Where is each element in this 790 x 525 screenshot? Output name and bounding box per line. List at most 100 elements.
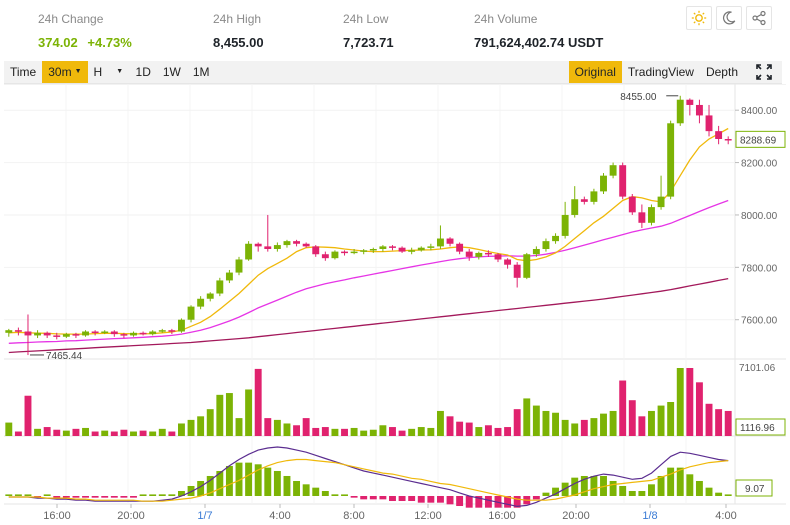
interval-30m-dropdown[interactable]: 30m ▼: [42, 61, 88, 83]
chart-toolbar: Time 30m ▼ H ▼ 1D 1W 1M Original TradingVi…: [4, 61, 782, 84]
macd-histogram-bar: [110, 496, 118, 498]
candle-body: [72, 334, 80, 336]
candle-body: [379, 246, 387, 249]
candle-body: [552, 235, 559, 242]
macd-current-label: 9.07: [745, 484, 765, 495]
volume-bar: [43, 427, 51, 436]
candle-body: [657, 196, 665, 208]
volume-bar: [724, 410, 732, 436]
volume-bar: [254, 368, 262, 436]
candle-body: [436, 238, 444, 247]
macd-histogram-bar: [436, 496, 444, 503]
macd-histogram-bar: [552, 487, 559, 496]
change-percent: +4.73%: [87, 35, 132, 50]
stat-value: 8,455.00: [213, 35, 264, 50]
volume-bar: [648, 410, 655, 436]
candlestick-chart[interactable]: 7600.00 7800.00 8000.00 8200.00 8400.00 16:0…: [4, 84, 786, 524]
interval-1m-button[interactable]: 1M: [192, 65, 210, 79]
stat-value: 791,624,402.74 USDT: [474, 35, 604, 50]
volume-bar: [273, 419, 281, 436]
macd-histogram-bar: [686, 474, 694, 496]
view-original-tab[interactable]: Original: [568, 61, 622, 83]
time-tick-label: 4:00: [715, 510, 736, 522]
current-price-label: 8288.69: [740, 135, 777, 146]
view-depth-tab[interactable]: Depth: [705, 65, 738, 79]
candle-body: [225, 272, 233, 281]
macd-histogram-bar: [427, 496, 435, 503]
volume-bar: [245, 389, 253, 436]
volume-bar: [619, 380, 627, 436]
volume-bar: [475, 427, 483, 436]
macd-histogram-bar: [590, 475, 598, 496]
price-tick-label: 7800.00: [741, 263, 778, 274]
macd-histogram-bar: [532, 496, 540, 500]
candle-body: [235, 259, 243, 273]
macd-histogram-bar: [53, 496, 61, 498]
sun-icon[interactable]: [686, 6, 712, 30]
macd-histogram-bar: [101, 496, 109, 498]
candle-body: [216, 280, 224, 294]
macd-histogram-bar: [43, 494, 51, 496]
volume-bar: [312, 427, 320, 436]
view-tradingview-tab[interactable]: TradingView: [627, 65, 694, 79]
ma-slow-line: [8, 277, 729, 354]
macd-histogram-bar: [695, 480, 703, 496]
time-tick-label: 20:00: [117, 510, 145, 522]
candle-body: [130, 332, 137, 336]
time-button[interactable]: Time: [10, 65, 37, 79]
volume-bar: [600, 413, 607, 436]
volume-bar: [350, 427, 358, 436]
volume-bar: [417, 427, 425, 436]
volume-bar: [667, 402, 675, 436]
volume-bar: [456, 421, 464, 436]
ma-fast-line: [8, 127, 729, 335]
moon-icon[interactable]: [716, 6, 742, 30]
volume-bar: [436, 410, 444, 436]
stat-value: 7,723.71: [343, 35, 394, 50]
stat-label: 24h Change: [38, 12, 104, 26]
hour-dropdown[interactable]: H ▼: [88, 61, 126, 83]
volume-bar: [705, 403, 713, 436]
volume-bar: [168, 431, 176, 436]
share-icon[interactable]: [746, 6, 772, 30]
volume-bar: [197, 416, 205, 436]
volume-bar: [101, 430, 109, 436]
candle-body: [43, 332, 51, 336]
macd-histogram-bar: [225, 465, 233, 496]
time-tick-label: 8:00: [343, 510, 364, 522]
candle-body: [676, 99, 684, 124]
interval-1d-button[interactable]: 1D: [135, 65, 151, 79]
fullscreen-icon[interactable]: [750, 61, 778, 83]
macd-histogram-bar: [398, 496, 406, 502]
price-axis: 7600.00 7800.00 8000.00 8200.00 8400.00: [735, 106, 778, 327]
caret-down-icon: ▼: [74, 68, 82, 75]
volume-bar: [130, 431, 137, 436]
stat-label: 24h Low: [343, 12, 389, 26]
macd-histogram-bar: [187, 485, 195, 496]
macd-histogram-bar: [149, 494, 157, 496]
interval-1w-button[interactable]: 1W: [162, 65, 181, 79]
macd-histogram-bar: [542, 492, 550, 496]
volume-bar: [62, 430, 70, 436]
volume-bar: [379, 425, 387, 436]
candle-body: [609, 165, 617, 176]
candle-body: [465, 251, 473, 257]
caret-down-icon: ▼: [116, 68, 124, 75]
candle-body: [350, 251, 358, 254]
current-price-box: [735, 130, 786, 148]
volume-bar: [695, 382, 703, 436]
macd-histogram-bar: [62, 496, 70, 498]
macd-histogram-bar: [216, 470, 224, 496]
macd-histogram-bar: [504, 496, 512, 508]
candle-body: [91, 331, 99, 333]
volume-bar: [561, 419, 569, 436]
volume-bar: [283, 423, 291, 436]
macd-histogram-bar: [513, 496, 521, 508]
candle-body: [590, 191, 598, 202]
volume-max-label: 7101.06: [739, 363, 776, 374]
volume-bar: [34, 428, 42, 436]
macd-histogram-bar: [580, 475, 588, 496]
macd-histogram-bar: [724, 494, 732, 496]
volume-bar: [302, 418, 310, 436]
volume-bar: [235, 418, 243, 436]
